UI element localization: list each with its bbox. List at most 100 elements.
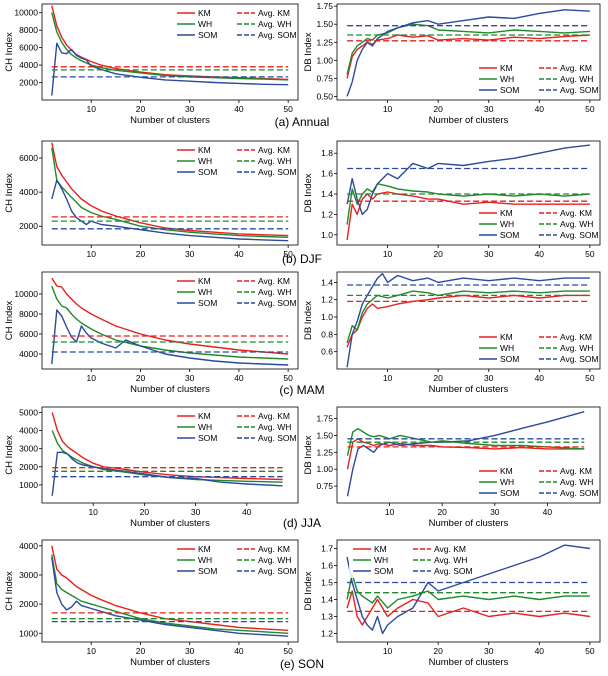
legend-label: Avg. WH	[560, 477, 593, 487]
plot-frame	[336, 140, 601, 246]
x-tick-label: 10	[86, 249, 96, 259]
chart-d-db: 10 20 30 40 0.75 1.00 1.25 1.50 1.75 DB Index Numb…	[303, 406, 601, 529]
y-tick-label: 1.75	[316, 1, 333, 11]
y-tick-label: 4000	[19, 349, 38, 359]
plot-frame	[41, 3, 299, 101]
x-tick-label: 10	[385, 507, 395, 517]
y-tick-label: 6000	[19, 329, 38, 339]
y-tick-label: 4000	[19, 541, 38, 551]
y-tick-label: 1.50	[316, 430, 333, 440]
y-axis-label: CH Index	[4, 571, 15, 611]
x-tick-label: 40	[535, 646, 545, 656]
series-wh	[346, 290, 590, 344]
x-tick-label: 20	[433, 104, 443, 114]
legend: KM Avg. KM WH Avg. WH SOM Avg. SOM	[475, 61, 599, 97]
series-som	[51, 309, 289, 366]
y-axis-label: CH Index	[4, 173, 15, 213]
legend-label: WH	[500, 219, 514, 229]
y-tick-label: 1.50	[316, 19, 333, 29]
x-tick-label: 30	[185, 646, 195, 656]
series-km	[346, 34, 590, 79]
series-som	[346, 544, 590, 635]
series-wh	[51, 285, 289, 360]
x-tick-label: 20	[433, 373, 443, 383]
x-tick-label: 30	[191, 507, 201, 517]
y-tick-label: 2000	[19, 462, 38, 472]
y-tick-label: 4000	[19, 426, 38, 436]
y-tick-label: 0.8	[321, 329, 333, 339]
x-tick-label: 40	[234, 104, 244, 114]
y-axis-label: DB Index	[303, 435, 314, 474]
legend: KM Avg. KM WH Avg. WH SOM Avg. SOM	[173, 143, 297, 179]
x-tick-label: 50	[283, 646, 293, 656]
legend-label: Avg. WH	[560, 219, 593, 229]
x-tick-label: 20	[140, 507, 150, 517]
x-tick-label: 10	[88, 507, 98, 517]
plot-frame	[336, 539, 601, 643]
x-tick-label: 30	[484, 104, 494, 114]
legend-label: Avg. WH	[258, 156, 291, 166]
plot-frame	[41, 406, 299, 504]
legend-label: KM	[500, 466, 513, 476]
legend-label: Avg. KM	[434, 544, 466, 554]
x-tick-label: 40	[234, 373, 244, 383]
y-tick-label: 6000	[19, 43, 38, 53]
legend-label: KM	[198, 411, 211, 421]
legend-label: Avg. KM	[560, 208, 592, 218]
legend-label: Avg. SOM	[560, 230, 599, 240]
x-axis-label: Number of clusters	[130, 115, 210, 126]
legend-label: WH	[198, 287, 212, 297]
y-tick-label: 1.4	[321, 189, 333, 199]
y-tick-label: 2000	[19, 78, 38, 88]
legend-label: SOM	[500, 85, 519, 95]
series-km	[51, 5, 289, 81]
y-tick-label: 1000	[19, 628, 38, 638]
y-tick-label: 1.75	[316, 413, 333, 423]
x-tick-label: 20	[433, 249, 443, 259]
legend: KM Avg. KM WH Avg. WH SOM Avg. SOM	[349, 542, 473, 578]
plot-frame	[336, 3, 601, 101]
x-tick-label: 20	[136, 104, 146, 114]
y-tick-label: 0.6	[321, 347, 333, 357]
x-tick-label: 20	[437, 507, 447, 517]
chart-e-ch: 10 20 30 40 50 1000 2000 3000 4000 CH Index Number…	[4, 539, 299, 668]
x-axis-label: Number of clusters	[130, 384, 210, 395]
y-tick-label: 1.0	[321, 230, 333, 240]
x-tick-label: 30	[185, 104, 195, 114]
x-tick-label: 30	[484, 646, 494, 656]
legend-label: Avg. SOM	[258, 167, 297, 177]
legend-label: KM	[198, 276, 211, 286]
x-tick-label: 40	[234, 646, 244, 656]
legend-label: Avg. KM	[560, 466, 592, 476]
y-tick-label: 0.50	[316, 91, 333, 101]
legend-label: WH	[198, 555, 212, 565]
y-tick-label: 3000	[19, 444, 38, 454]
y-axis-label: CH Index	[4, 300, 15, 340]
legend-label: KM	[198, 544, 211, 554]
x-tick-label: 30	[484, 373, 494, 383]
series-som	[51, 179, 289, 242]
x-tick-label: 10	[383, 249, 393, 259]
legend: KM Avg. KM WH Avg. WH SOM Avg. SOM	[475, 206, 599, 242]
series-wh	[51, 147, 289, 238]
legend-label: WH	[198, 19, 212, 29]
y-tick-label: 6000	[19, 153, 38, 163]
legend: KM Avg. KM WH Avg. WH SOM Avg. SOM	[173, 409, 297, 445]
plot-frame	[336, 406, 601, 504]
y-tick-label: 8000	[19, 25, 38, 35]
y-axis-label: DB Index	[303, 173, 314, 212]
legend-label: Avg. KM	[560, 332, 592, 342]
legend-label: Avg. WH	[258, 422, 291, 432]
chart-c-db: 10 20 30 40 50 0.6 0.8 1.0 1.2 1.4 DB Index Number …	[303, 271, 601, 395]
caption-annual: (a) Annual	[275, 115, 330, 129]
y-tick-label: 1.2	[321, 629, 333, 639]
x-tick-label: 40	[535, 373, 545, 383]
legend-label: SOM	[198, 566, 217, 576]
x-tick-label: 20	[136, 249, 146, 259]
legend-label: Avg. SOM	[560, 354, 599, 364]
legend-label: KM	[500, 208, 513, 218]
legend-label: Avg. WH	[560, 343, 593, 353]
legend-label: SOM	[198, 167, 217, 177]
y-axis-label: DB Index	[303, 571, 314, 610]
